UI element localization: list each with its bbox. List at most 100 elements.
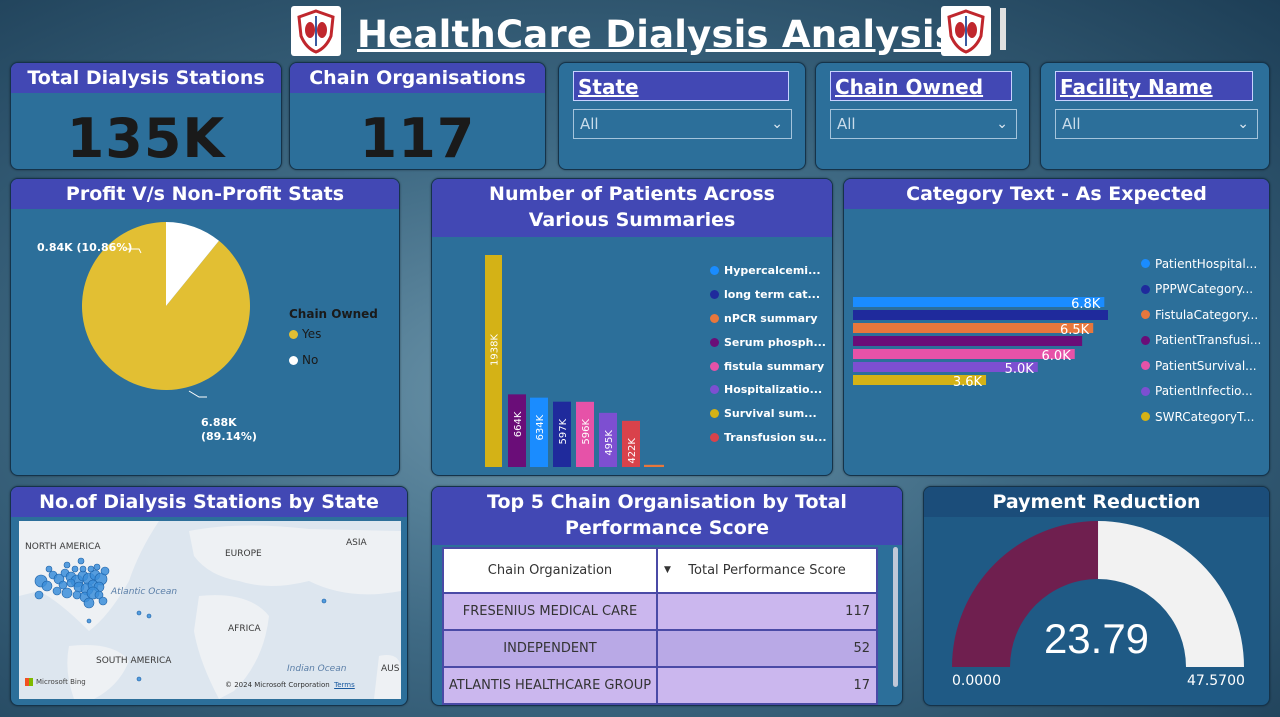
bar-data-label: 596K [581, 419, 592, 445]
column-header-score[interactable]: ▼ Total Performance Score [656, 547, 878, 594]
top5-table-panel[interactable]: Top 5 Chain Organisation by Total Perfor… [431, 486, 903, 706]
station-bubble[interactable] [98, 596, 108, 606]
column-bar[interactable] [508, 394, 526, 467]
slicer-chain-owned[interactable]: Chain Owned All ⌄ [815, 62, 1030, 170]
column-chart[interactable]: 1938K 664K 634K 597K 596K 495K 422K [432, 235, 692, 475]
station-bubble[interactable] [52, 586, 62, 596]
station-bubble[interactable] [86, 618, 92, 624]
station-bubble[interactable] [87, 565, 95, 573]
column-bar[interactable] [553, 401, 571, 467]
legend-item[interactable]: Hospitalizatio... [710, 378, 827, 402]
column-bar[interactable] [530, 397, 548, 467]
terms-link[interactable]: Terms [334, 681, 355, 689]
legend-item[interactable]: PatientTransfusi... [1141, 328, 1261, 354]
legend-item-no[interactable]: No [289, 353, 378, 367]
table-row[interactable]: FRESENIUS MEDICAL CARE 117 [442, 592, 878, 631]
hbar-bar[interactable] [853, 297, 1105, 307]
kpi-card-chains[interactable]: Chain Organisations 117 [289, 62, 546, 170]
station-bubble[interactable] [66, 578, 76, 588]
kpi-label: Chain Organisations [290, 63, 545, 93]
column-bar[interactable] [644, 464, 664, 467]
station-bubble[interactable] [58, 580, 68, 590]
map-station-bubbles[interactable] [19, 521, 401, 699]
station-bubble[interactable] [100, 566, 110, 576]
station-bubble[interactable] [146, 613, 152, 619]
top5-table[interactable]: Chain Organization ▼ Total Performance S… [442, 547, 878, 705]
legend-item[interactable]: fistula summary [710, 354, 827, 378]
legend-item[interactable]: PatientInfectio... [1141, 379, 1261, 405]
legend-item-yes[interactable]: Yes [289, 327, 378, 341]
cell-score: 17 [656, 666, 878, 705]
chain-owned-dropdown[interactable]: All ⌄ [830, 109, 1017, 139]
pie-chart[interactable] [11, 209, 399, 475]
facility-dropdown[interactable]: All ⌄ [1055, 109, 1258, 139]
station-bubble[interactable] [71, 565, 79, 573]
legend-item[interactable]: SWRCategoryT... [1141, 404, 1261, 430]
station-bubble[interactable] [93, 563, 101, 571]
legend-item[interactable]: PatientHospital... [1141, 251, 1261, 277]
column-bar[interactable] [576, 401, 594, 467]
legend-item[interactable]: FistulaCategory... [1141, 302, 1261, 328]
map-panel[interactable]: No.of Dialysis Stations by State NORTH A… [10, 486, 408, 706]
state-dropdown[interactable]: All ⌄ [573, 109, 792, 139]
hbar-bar[interactable] [853, 310, 1108, 320]
legend-label: fistula summary [724, 359, 825, 373]
legend-item[interactable]: nPCR summary [710, 307, 827, 331]
hbar-bar[interactable] [853, 375, 987, 385]
world-map[interactable]: NORTH AMERICA EUROPE ASIA AFRICA SOUTH A… [19, 521, 401, 699]
table-row[interactable]: INDEPENDENT 52 [442, 629, 878, 668]
gauge-fill-arc[interactable] [952, 521, 1099, 667]
station-bubble[interactable] [61, 587, 73, 599]
gauge-chart[interactable] [924, 517, 1269, 705]
table-row[interactable]: ATLANTIS HEALTHCARE GROUP 17 [442, 666, 878, 705]
map-label: AUS [381, 664, 400, 674]
station-bubble[interactable] [34, 590, 44, 600]
station-bubble[interactable] [83, 597, 95, 609]
legend-dot [1141, 386, 1150, 396]
station-bubble[interactable] [136, 610, 142, 616]
station-bubble[interactable] [94, 590, 104, 600]
chart-title: Number of Patients Across Various Summar… [432, 179, 832, 237]
column-bar[interactable] [599, 412, 617, 467]
patients-chart-panel[interactable]: Number of Patients Across Various Summar… [431, 178, 833, 476]
legend-item[interactable]: Transfusion su... [710, 426, 827, 450]
station-bubble[interactable] [136, 676, 142, 682]
table-scrollbar[interactable] [893, 547, 898, 687]
hbar-bar[interactable] [853, 349, 1075, 359]
map-label: NORTH AMERICA [25, 542, 101, 552]
gauge-panel[interactable]: Payment Reduction 23.79 0.0000 47.5700 [923, 486, 1270, 706]
category-chart-panel[interactable]: Category Text - As Expected 6.8K 6.5K 6.0K… [843, 178, 1270, 476]
column-bar[interactable] [622, 420, 640, 467]
legend-item[interactable]: PatientSurvival... [1141, 353, 1261, 379]
station-bubble[interactable] [45, 565, 53, 573]
column-header-chain[interactable]: Chain Organization [442, 547, 658, 594]
kpi-card-stations[interactable]: Total Dialysis Stations 135K [10, 62, 282, 170]
hbar-bar[interactable] [853, 336, 1083, 346]
station-bubble[interactable] [63, 561, 71, 569]
slicer-facility-name[interactable]: Facility Name All ⌄ [1040, 62, 1270, 170]
column-bar[interactable] [485, 255, 502, 467]
chart-title: Payment Reduction [924, 487, 1269, 517]
station-bubble[interactable] [77, 557, 85, 565]
hbar-bar[interactable] [853, 362, 1038, 372]
hbar-bar[interactable] [853, 323, 1094, 333]
gauge-track-arc[interactable] [1098, 521, 1244, 667]
hbar-chart[interactable]: 6.8K 6.5K 6.0K 5.0K 3.6K [844, 209, 1134, 475]
sort-desc-icon[interactable]: ▼ [664, 565, 671, 575]
legend-item[interactable]: long term cat... [710, 283, 827, 307]
pie-slice-no[interactable] [166, 222, 219, 306]
legend-item[interactable]: Serum phosph... [710, 330, 827, 354]
legend-item[interactable]: Survival sum... [710, 402, 827, 426]
title-divider [1000, 8, 1006, 50]
slicer-title: State [573, 71, 789, 101]
legend-title: Chain Owned [289, 307, 378, 321]
slicer-state[interactable]: State All ⌄ [558, 62, 806, 170]
station-bubble[interactable] [41, 580, 53, 592]
legend-label: nPCR summary [724, 311, 818, 325]
station-bubble[interactable] [79, 565, 87, 573]
legend-item[interactable]: Hypercalcemi... [710, 259, 827, 283]
legend-item[interactable]: PPPWCategory... [1141, 277, 1261, 303]
dashboard-title: HealthCare Dialysis Analysis [357, 13, 957, 56]
station-bubble[interactable] [321, 598, 327, 604]
pie-chart-panel[interactable]: Profit V/s Non-Profit Stats 0.84K (10.86… [10, 178, 400, 476]
